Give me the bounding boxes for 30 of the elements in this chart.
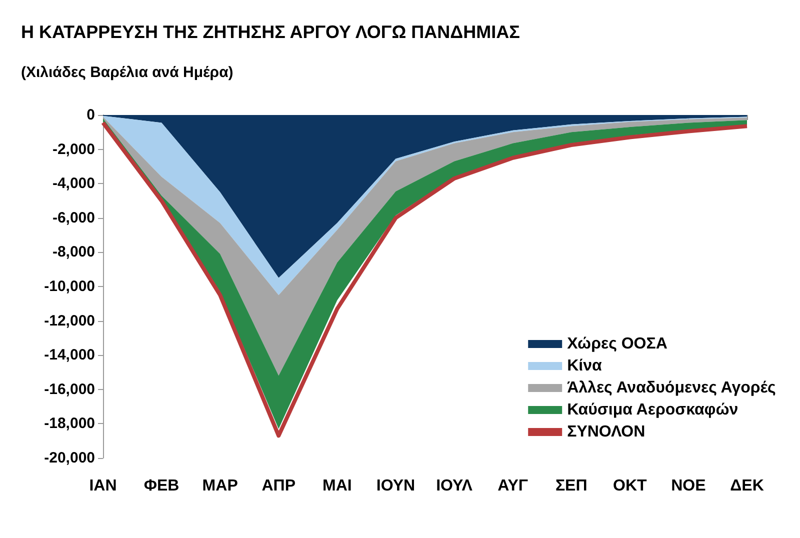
legend-label: Χώρες ΟΟΣΑ	[567, 336, 668, 352]
y-tick-label: -8,000	[52, 244, 95, 261]
x-tick-label: ΙΟΥΛ	[436, 478, 473, 494]
legend-label: Καύσιμα Αεροσκαφών	[567, 402, 738, 418]
x-tick-label: ΟΚΤ	[613, 478, 648, 494]
chart-subtitle: (Χιλιάδες Βαρέλια ανά Ημέρα)	[21, 64, 234, 81]
legend-label: ΣΥΝΟΛΟΝ	[567, 424, 646, 440]
x-tick-label: ΙΑΝ	[89, 478, 117, 494]
x-tick-label: ΦΕΒ	[144, 478, 180, 494]
y-tick-label: -2,000	[52, 140, 95, 158]
legend-label: Άλλες Αναδυόμενες Αγορές	[567, 380, 776, 396]
x-tick-label: ΜΑΙ	[322, 478, 352, 494]
y-tick-label: -18,000	[44, 415, 95, 432]
y-tick-label: -20,000	[44, 450, 95, 466]
x-tick-label: ΑΥΓ	[498, 478, 528, 494]
legend-label: Κίνα	[567, 358, 602, 374]
x-tick-label: ΝΟΕ	[671, 478, 706, 494]
x-tick-label: ΔΕΚ	[730, 478, 764, 494]
chart-title: Η ΚΑΤΑΡΡΕΥΣΗ ΤΗΣ ΖΗΤΗΣΗΣ ΑΡΓΟΥ ΛΟΓΩ ΠΑΝΔΗΜΙΑΣ	[21, 22, 520, 42]
y-tick-label: -16,000	[44, 380, 95, 398]
y-tick-label: -10,000	[44, 278, 95, 295]
x-tick-label: ΑΠΡ	[262, 478, 296, 494]
y-tick-label: -4,000	[52, 175, 95, 192]
y-tick-label: 0	[86, 106, 95, 124]
y-tick-label: -12,000	[44, 312, 95, 330]
x-tick-label: ΜΑΡ	[202, 478, 238, 494]
y-tick-label: -14,000	[44, 346, 95, 364]
y-tick-label: -6,000	[52, 209, 95, 226]
x-tick-label: ΙΟΥΝ	[376, 478, 416, 494]
x-tick-label: ΣΕΠ	[555, 478, 588, 494]
